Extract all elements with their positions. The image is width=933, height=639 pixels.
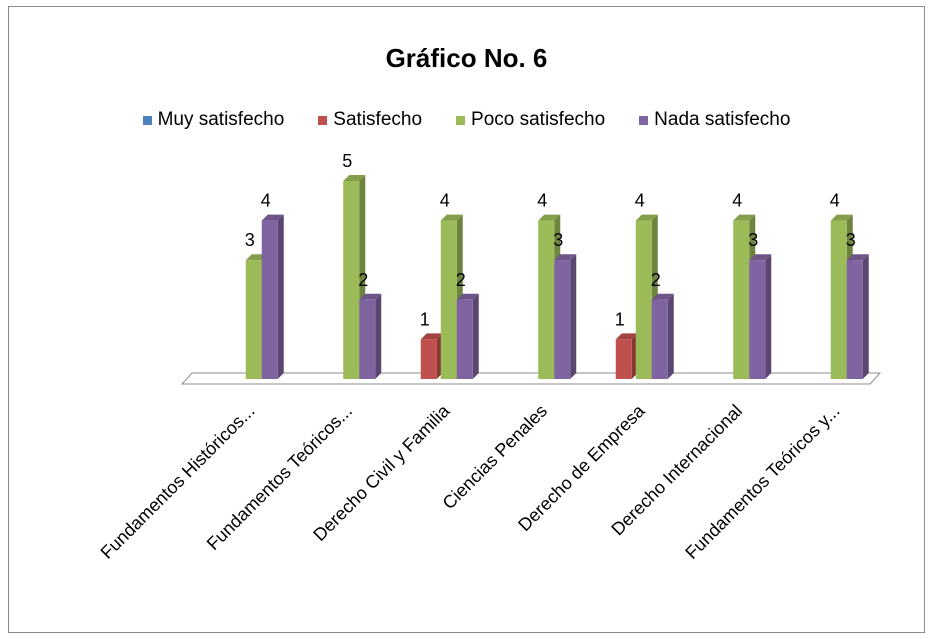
bar (749, 254, 772, 379)
chart-frame: Gráfico No. 6 Muy satisfecho Satisfecho Po… (8, 6, 925, 633)
bar-front (830, 220, 847, 379)
bar-side (862, 254, 869, 379)
bar-top (846, 254, 869, 261)
bar (420, 333, 443, 379)
bar-top (554, 254, 577, 261)
data-label: 2 (456, 270, 466, 290)
bar-front (733, 220, 750, 379)
bar (846, 254, 869, 379)
data-label: 1 (420, 309, 430, 329)
chart-floor (180, 372, 882, 385)
bar (554, 254, 577, 379)
data-label: 1 (615, 309, 625, 329)
data-label: 3 (245, 230, 255, 250)
bar (615, 333, 638, 379)
bar-front (261, 220, 278, 379)
data-label: 4 (261, 191, 271, 211)
legend-item: Nada satisfecho (639, 109, 790, 131)
data-label: 3 (748, 230, 758, 250)
bar-side (765, 254, 772, 379)
bar (456, 293, 479, 379)
data-label: 5 (342, 151, 352, 171)
bar (359, 293, 382, 379)
legend-label: Satisfecho (333, 109, 423, 130)
bar-front (615, 339, 632, 379)
bar-front (846, 260, 863, 379)
bar-top (440, 214, 463, 221)
category-label: Fundamentos Teóricos y... (681, 401, 843, 563)
category-label: Fundamentos Históricos... (97, 401, 259, 563)
bar-front (343, 181, 360, 379)
bar-side (472, 293, 479, 379)
data-label: 4 (732, 191, 742, 211)
category-label: Ciencias Penales (439, 401, 551, 513)
bar (651, 293, 674, 379)
legend-item: Muy satisfecho (142, 109, 285, 131)
data-label: 2 (651, 270, 661, 290)
bar-top (749, 254, 772, 261)
bar-front (420, 339, 437, 379)
chart-title: Gráfico No. 6 (385, 43, 548, 73)
bar-top (830, 214, 853, 221)
bar-top (261, 214, 284, 221)
legend-swatch (456, 115, 466, 125)
legend-swatch (142, 115, 152, 125)
bar-top (343, 175, 366, 181)
bar-top (359, 293, 382, 300)
legend-label: Muy satisfecho (157, 109, 285, 130)
bar (261, 214, 284, 379)
bar-top (538, 214, 561, 221)
legend-item: Satisfecho (318, 109, 422, 131)
data-label: 2 (358, 270, 368, 290)
legend-item: Poco satisfecho (456, 109, 605, 131)
data-label: 4 (635, 191, 645, 211)
bar-front (245, 260, 262, 379)
bar-top (635, 214, 658, 221)
bar-top (456, 293, 479, 300)
legend: Muy satisfecho Satisfecho Poco satisfecho N… (9, 109, 924, 131)
bar-front (440, 220, 457, 379)
data-label: 4 (830, 191, 840, 211)
legend-label: Nada satisfecho (654, 109, 791, 130)
bar-front (538, 220, 555, 379)
legend-label: Poco satisfecho (471, 109, 606, 130)
legend-swatch (639, 115, 649, 125)
bar-top (615, 333, 638, 340)
bar-front (554, 260, 571, 379)
bar-top (420, 333, 443, 340)
data-label: 3 (553, 230, 563, 250)
bar-top (733, 214, 756, 221)
bar-top (651, 293, 674, 300)
bar-side (375, 293, 382, 379)
bar-front (456, 299, 473, 379)
bar-front (651, 299, 668, 379)
data-label: 3 (846, 230, 856, 250)
data-label: 4 (537, 191, 547, 211)
bar-front (359, 299, 376, 379)
data-label: 4 (440, 191, 450, 211)
bar-front (635, 220, 652, 379)
bar-side (667, 293, 674, 379)
bar-front (749, 260, 766, 379)
legend-swatch (318, 115, 328, 125)
bar-side (570, 254, 577, 379)
bar-side (277, 214, 284, 379)
